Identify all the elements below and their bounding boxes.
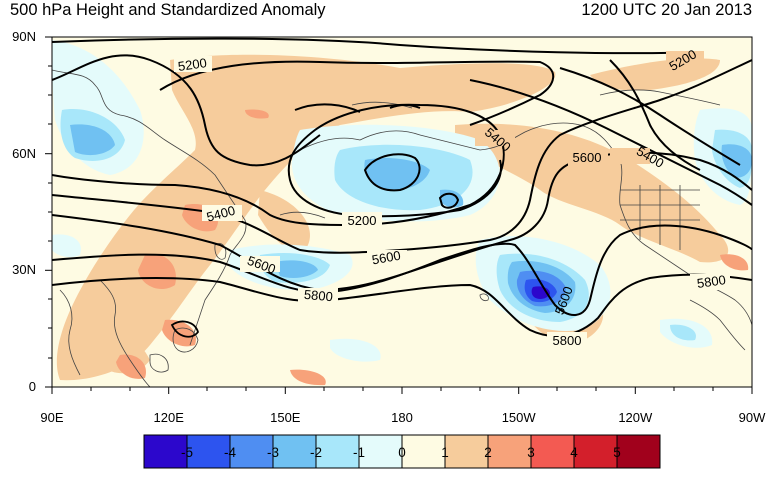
colorbar-swatch xyxy=(230,435,273,468)
height-contour xyxy=(52,54,321,167)
anomaly-spot xyxy=(138,254,176,290)
colorbar-label: -1 xyxy=(352,445,365,460)
height-contour xyxy=(52,37,701,55)
lat-label-90n: 90N xyxy=(12,29,36,44)
map-date: 1200 UTC 20 Jan 2013 xyxy=(581,1,752,19)
height-contour xyxy=(559,67,741,166)
colorbar-label: 1 xyxy=(441,445,449,460)
height-contour xyxy=(609,59,701,171)
lat-label-equator: 0 xyxy=(28,379,36,394)
coastline xyxy=(689,299,746,351)
coastline xyxy=(59,289,81,376)
anomaly-region xyxy=(721,144,752,178)
coastline xyxy=(149,353,169,373)
lon-label-90e: 90E xyxy=(40,410,64,425)
colorbar-label: -3 xyxy=(266,445,279,460)
anomaly-spot xyxy=(720,254,749,271)
contour-label: 5800 xyxy=(696,272,727,291)
lat-label-60n: 60N xyxy=(12,146,36,161)
colorbar-swatch xyxy=(402,435,445,468)
contour-label: 5600 xyxy=(371,248,402,268)
lon-label-120w: 120W xyxy=(618,410,653,425)
coastline xyxy=(279,211,326,219)
anomaly-spot xyxy=(245,109,269,119)
map-title: 500 hPa Height and Standardized Anomaly xyxy=(10,1,326,19)
colorbar-swatch xyxy=(445,435,488,468)
height-contour xyxy=(159,60,555,126)
coastline xyxy=(620,185,700,250)
map-plot-area: 5200 5200 5200 5400 5400 5400 5600 5600 … xyxy=(52,37,752,387)
lon-label-180: 180 xyxy=(391,410,413,425)
height-contour xyxy=(294,103,361,113)
colorbar-swatch xyxy=(273,435,316,468)
coastline xyxy=(99,279,151,387)
lon-label-150e: 150E xyxy=(270,410,301,425)
colorbar-swatch xyxy=(187,435,230,468)
lon-label-120e: 120E xyxy=(153,410,184,425)
height-contour xyxy=(52,273,752,337)
colorbar xyxy=(143,434,661,469)
contour-label: 5200 xyxy=(348,213,377,228)
height-contour xyxy=(389,104,421,109)
contour-labels: 5200 5200 5200 5400 5400 5400 5600 5600 … xyxy=(174,46,730,348)
coastline xyxy=(172,327,199,353)
coastline xyxy=(299,130,421,151)
colorbar-swatch xyxy=(488,435,531,468)
contour-label: 5800 xyxy=(553,333,582,348)
colorbar-label: -2 xyxy=(309,445,322,460)
colorbar-swatch xyxy=(617,435,660,468)
colorbar-swatch xyxy=(144,435,187,468)
colorbar-label: -4 xyxy=(223,445,236,460)
colorbar-label: -5 xyxy=(180,445,193,460)
contour-label: 5200 xyxy=(177,55,208,74)
map-frame xyxy=(45,36,753,394)
lon-label-90w: 90W xyxy=(738,410,766,425)
contour-label: 5600 xyxy=(573,150,602,165)
contour-label: 5400 xyxy=(205,203,237,225)
anomaly-spot xyxy=(290,369,326,386)
coastline xyxy=(351,101,413,109)
anomaly-region xyxy=(670,324,696,341)
lon-label-150w: 150W xyxy=(501,410,536,425)
coastline xyxy=(479,293,489,302)
colorbar-label: 5 xyxy=(613,445,621,460)
colorbar-label: 3 xyxy=(527,445,535,460)
anomaly-region xyxy=(330,338,381,362)
lat-label-30n: 30N xyxy=(12,262,36,277)
colorbar-swatch xyxy=(531,435,574,468)
contour-label: 5800 xyxy=(303,287,333,304)
height-contour xyxy=(469,79,752,206)
colorbar-label: 2 xyxy=(484,445,492,460)
anomaly-region xyxy=(56,54,556,381)
colorbar-label: 0 xyxy=(398,445,406,460)
coastline xyxy=(214,243,227,260)
colorbar-label: 4 xyxy=(570,445,578,460)
anomaly-region xyxy=(70,124,115,156)
anomaly-region xyxy=(275,260,318,278)
coastline xyxy=(52,69,247,346)
height-contour xyxy=(363,153,421,192)
height-contour xyxy=(170,320,199,338)
height-contour xyxy=(438,192,460,209)
anomaly-region xyxy=(52,234,81,258)
colorbar-swatch xyxy=(359,435,402,468)
colorbar-swatch xyxy=(574,435,617,468)
height-contour xyxy=(52,224,752,316)
colorbar-swatch xyxy=(316,435,359,468)
